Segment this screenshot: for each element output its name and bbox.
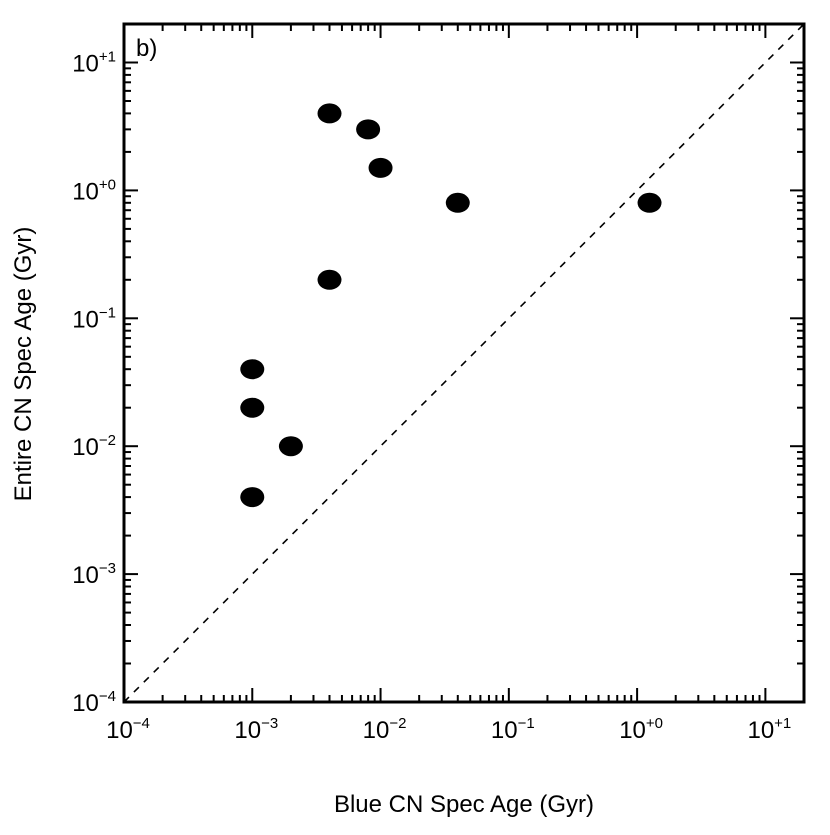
data-point — [368, 157, 393, 178]
y-axis-label: Entire CN Spec Age (Gyr) — [10, 227, 37, 502]
x-tick-label: 10+1 — [747, 715, 791, 744]
data-point — [317, 103, 342, 124]
data-point — [317, 269, 342, 290]
y-tick-label: 10−2 — [72, 432, 116, 461]
panel-label: b) — [136, 35, 157, 62]
y-tick-label: 10−4 — [72, 688, 116, 717]
data-point — [240, 487, 265, 508]
one-to-one-line — [123, 23, 805, 703]
x-tick-label: 10+0 — [619, 715, 663, 744]
x-tick-label: 10−1 — [491, 715, 535, 744]
data-point — [278, 436, 303, 457]
x-axis-label: Blue CN Spec Age (Gyr) — [334, 791, 594, 818]
data-point — [356, 119, 381, 140]
x-tick-label: 10−4 — [106, 715, 150, 744]
y-tick-label: 10−3 — [72, 560, 116, 589]
y-tick-labels: 10−4 10−3 10−2 10−1 10+0 10+1 — [72, 49, 116, 717]
x-tick-label: 10−2 — [363, 715, 407, 744]
y-tick-label: 10+1 — [72, 49, 116, 78]
data-point — [445, 192, 470, 213]
y-tick-label: 10−1 — [72, 304, 116, 333]
data-point — [637, 192, 662, 213]
plot-frame — [122, 22, 806, 704]
data-point — [240, 359, 265, 380]
data-points — [240, 103, 662, 508]
x-tick-labels: 10−4 10−3 10−2 10−1 10+0 10+1 — [106, 715, 791, 744]
axis-ticks — [123, 23, 805, 703]
data-point — [240, 397, 265, 418]
x-tick-label: 10−3 — [234, 715, 278, 744]
y-tick-label: 10+0 — [72, 176, 116, 205]
